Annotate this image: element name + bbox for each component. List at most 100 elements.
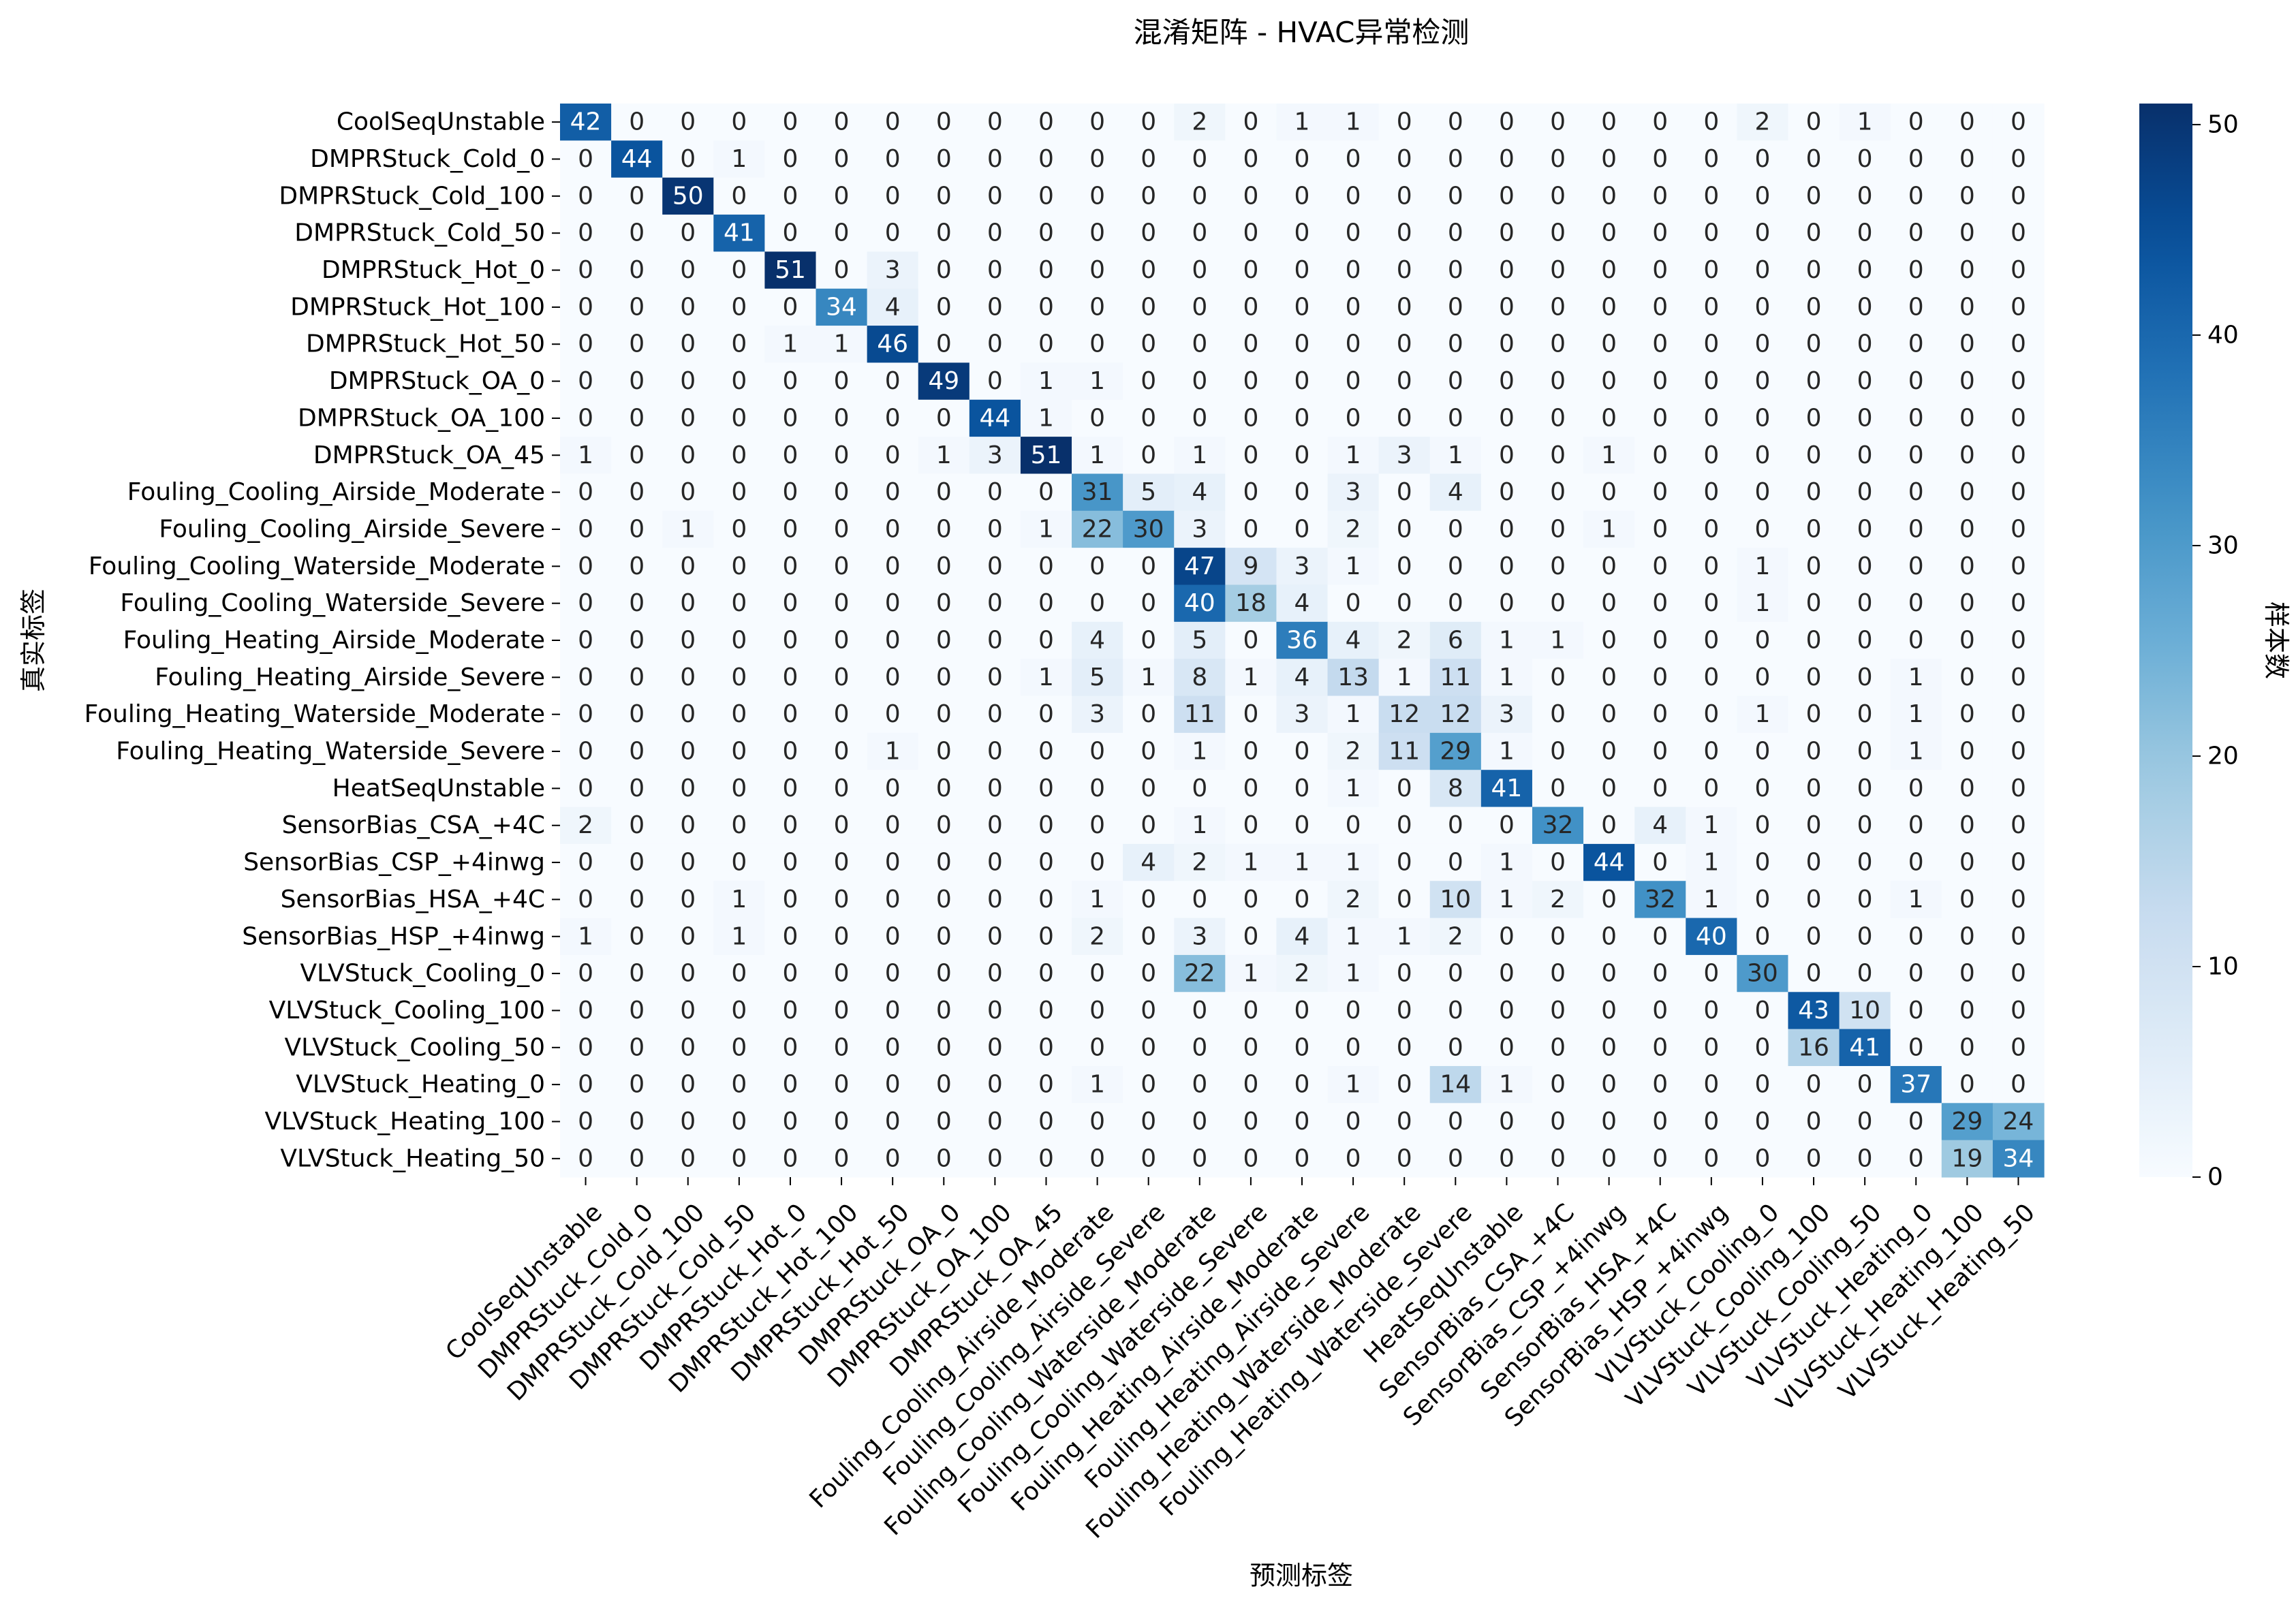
cell-value-label: 0 [1397,811,1412,839]
heatmap-cell [1072,326,1123,364]
cell-value-label: 0 [1959,330,1975,358]
cell-value-label: 0 [1141,1071,1156,1099]
cell-value-label: 0 [1806,627,1822,655]
cell-value-label: 0 [680,849,696,877]
heatmap-cell [969,548,1021,586]
cell-value-label: 0 [1959,811,1975,839]
cell-value-label: 0 [2011,738,2026,766]
heatmap-cell [1634,215,1686,252]
cell-value-label: 32 [1645,886,1676,913]
cell-value-label: 0 [1141,145,1156,173]
heatmap-cell [1992,770,2045,808]
cell-value-label: 0 [783,960,798,988]
cell-value-label: 0 [1346,1144,1361,1172]
heatmap-cell [1327,399,1380,437]
heatmap-cell [918,399,970,437]
heatmap-cell [1072,695,1123,734]
heatmap-cell [1737,548,1789,586]
cell-value-label: 0 [1192,775,1207,802]
y-tick-label: Fouling_Heating_Airside_Moderate [123,627,545,655]
heatmap-cell [1583,1103,1635,1141]
cell-value-label: 1 [1754,589,1770,617]
cell-value-label: 0 [1397,589,1412,617]
heatmap-cell [713,362,766,401]
heatmap-cell [816,140,868,178]
y-tick-label: VLVStuck_Cooling_100 [269,997,545,1025]
cell-value-label: 0 [1448,960,1463,988]
heatmap-cell [662,918,714,956]
cell-value-label: 0 [680,478,696,506]
y-tick-label: Fouling_Heating_Airside_Severe [155,663,545,691]
heatmap-cell [764,510,817,548]
heatmap-cell [1174,1103,1226,1141]
cell-value-label: 0 [629,811,645,839]
heatmap-cell [1992,1140,2045,1178]
heatmap-cell [1378,1065,1431,1104]
heatmap-cell [1480,807,1533,845]
cell-value-label: 0 [1141,182,1156,210]
cell-value-label: 0 [987,589,1003,617]
heatmap-cell [1174,215,1226,252]
heatmap-cell [918,659,970,697]
cell-value-label: 0 [885,1108,901,1136]
y-tick-label: SensorBias_CSA_+4C [282,811,545,839]
cell-value-label: 0 [1754,256,1770,284]
heatmap-cell [1992,326,2045,364]
heatmap-cell [1225,510,1277,548]
heatmap-cell [1992,695,2045,734]
cell-value-label: 3 [885,256,901,284]
heatmap-cell [1788,326,1840,364]
cell-value-label: 0 [680,145,696,173]
heatmap-cell [1378,695,1431,734]
cell-value-label: 0 [1703,515,1719,543]
heatmap-cell [918,1140,970,1178]
heatmap-cell [1941,584,1994,623]
cell-value-label: 0 [680,330,696,358]
cell-value-label: 0 [1601,293,1617,321]
heatmap-cell [560,881,612,919]
cell-value-label: 0 [783,700,798,728]
cell-value-label: 0 [1806,182,1822,210]
cell-value-label: 1 [1192,738,1207,766]
cell-value-label: 0 [578,478,593,506]
heatmap-cell [969,362,1021,401]
cell-value-label: 9 [1243,552,1258,580]
heatmap-cell [764,288,817,326]
heatmap-cell [1225,177,1277,215]
heatmap-cell [713,1065,766,1104]
cell-value-label: 4 [885,293,901,321]
heatmap-cell [1890,510,1942,548]
heatmap-cell [1123,437,1175,475]
heatmap-cell [1327,584,1380,623]
heatmap-cell [1788,1029,1840,1067]
heatmap-cell [560,326,612,364]
cell-value-label: 1 [1499,886,1515,913]
heatmap-cell [1532,473,1584,512]
cell-value-label: 6 [1448,627,1463,655]
cell-value-label: 0 [1243,775,1258,802]
cell-value-label: 0 [987,515,1003,543]
cell-value-label: 22 [1082,515,1113,543]
cell-value-label: 0 [936,700,952,728]
cell-value-label: 0 [578,182,593,210]
cell-value-label: 0 [1346,219,1361,247]
heatmap-cell [713,140,766,178]
heatmap-cell [969,918,1021,956]
heatmap-cell [1686,695,1737,734]
cell-value-label: 3 [1499,700,1515,728]
cell-value-label: 0 [1601,1033,1617,1061]
cell-value-label: 0 [834,997,850,1025]
heatmap-cell [1583,251,1635,290]
heatmap-cell [1686,918,1737,956]
heatmap-cell [662,288,714,326]
heatmap-cell [1788,140,1840,178]
cell-value-label: 0 [1089,1108,1105,1136]
cell-value-label: 4 [1652,811,1668,839]
cell-value-label: 0 [1652,960,1668,988]
cell-value-label: 0 [731,108,747,136]
heatmap-cell [969,140,1021,178]
heatmap-cell [1532,215,1584,252]
cell-value-label: 0 [987,849,1003,877]
cell-value-label: 0 [1652,515,1668,543]
cell-value-label: 1 [1499,1071,1515,1099]
